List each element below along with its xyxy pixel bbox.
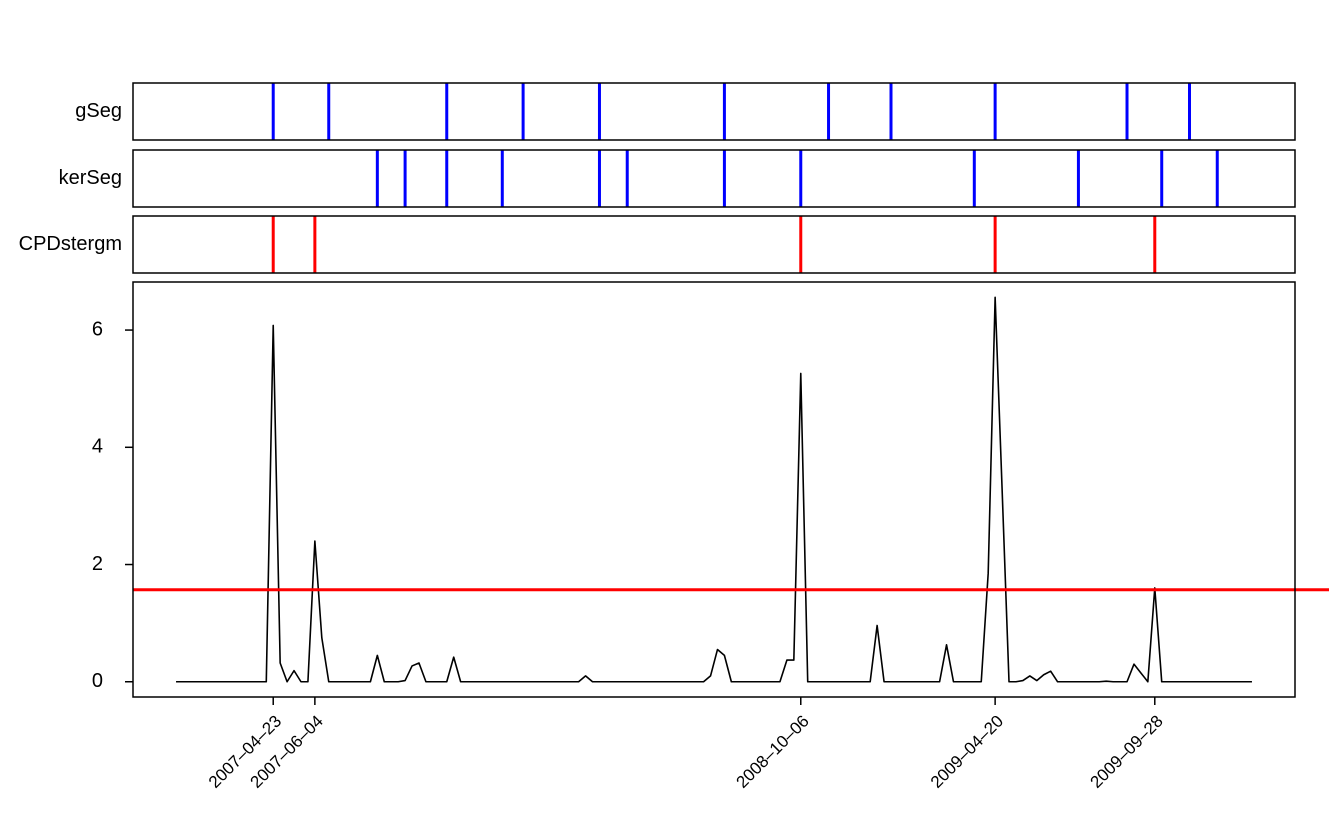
panel-frame	[132, 149, 1296, 208]
y-tick-label: 4	[92, 436, 103, 458]
plot-frame	[132, 281, 1296, 698]
y-tick-label: 0	[92, 670, 103, 692]
x-tick-label: 2009–04–20	[927, 712, 1007, 792]
data-line	[176, 296, 1252, 683]
y-tick-label: 2	[92, 553, 103, 575]
y-tick-label: 6	[92, 318, 103, 340]
panel-label: gSeg	[75, 100, 122, 122]
x-tick-label: 2009–09–28	[1086, 712, 1166, 792]
x-tick-label: 2008–10–06	[732, 712, 812, 792]
panel-frame	[132, 215, 1296, 274]
panel-label: CPDstergm	[19, 233, 122, 255]
panel-frame	[132, 82, 1296, 141]
panel-label: kerSeg	[59, 167, 122, 189]
